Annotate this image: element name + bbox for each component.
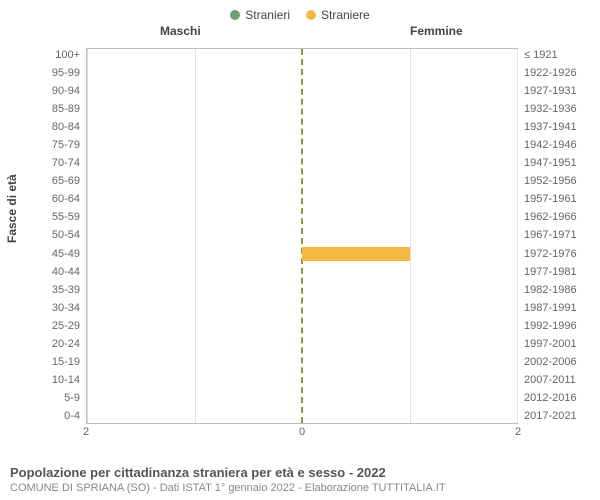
y-tick-right: 1992-1996	[524, 319, 586, 333]
y-tick-left: 40-44	[38, 265, 80, 279]
y-tick-right: 1997-2001	[524, 338, 586, 352]
gridline-vertical	[410, 49, 411, 423]
y-tick-left: 50-54	[38, 229, 80, 243]
y-tick-left: 0-4	[38, 410, 80, 424]
y-tick-right: 1977-1981	[524, 265, 586, 279]
legend-swatch-straniere	[306, 10, 316, 20]
chart-footer: Popolazione per cittadinanza straniera p…	[10, 465, 590, 494]
legend-item-straniere: Straniere	[306, 8, 370, 22]
gridline-vertical	[195, 49, 196, 423]
chart-subtitle: COMUNE DI SPRIANA (SO) - Dati ISTAT 1° g…	[10, 482, 590, 494]
chart-grid	[86, 48, 518, 424]
y-tick-left: 20-24	[38, 338, 80, 352]
legend: Stranieri Straniere	[10, 8, 590, 22]
y-tick-left: 95-99	[38, 66, 80, 80]
y-tick-right: 2007-2011	[524, 374, 586, 388]
y-tick-right: 2017-2021	[524, 410, 586, 424]
x-tick: 0	[299, 426, 305, 438]
x-tick: 2	[515, 426, 521, 438]
y-tick-left: 60-64	[38, 193, 80, 207]
y-tick-left: 75-79	[38, 138, 80, 152]
chart-title: Popolazione per cittadinanza straniera p…	[10, 465, 590, 480]
col-header-right: Femmine	[410, 24, 463, 38]
y-tick-left: 100+	[38, 48, 80, 62]
y-axis-right-ticks: ≤ 1921 1922-1926 1927-1931 1932-1936 1937-19…	[524, 48, 586, 424]
x-axis-ticks: 2 0 2	[86, 426, 518, 442]
y-tick-right: ≤ 1921	[524, 48, 586, 62]
center-divider	[301, 49, 303, 423]
y-tick-left: 70-74	[38, 157, 80, 171]
gridline-vertical	[87, 49, 88, 423]
y-tick-right: 1987-1991	[524, 301, 586, 315]
y-tick-left: 45-49	[38, 247, 80, 261]
legend-swatch-stranieri	[230, 10, 240, 20]
x-tick: 2	[83, 426, 89, 438]
y-tick-right: 1922-1926	[524, 66, 586, 80]
y-tick-right: 1962-1966	[524, 211, 586, 225]
y-tick-right: 2002-2006	[524, 356, 586, 370]
y-tick-left: 10-14	[38, 374, 80, 388]
y-axis-left-title: Fasce di età	[5, 174, 19, 243]
y-tick-right: 1957-1961	[524, 193, 586, 207]
y-tick-left: 5-9	[38, 392, 80, 406]
y-tick-right: 1927-1931	[524, 84, 586, 98]
y-tick-right: 1982-1986	[524, 283, 586, 297]
y-tick-left: 90-94	[38, 84, 80, 98]
y-tick-left: 30-34	[38, 301, 80, 315]
y-tick-right: 1937-1941	[524, 120, 586, 134]
y-tick-left: 55-59	[38, 211, 80, 225]
y-axis-left-ticks: 100+ 95-99 90-94 85-89 80-84 75-79 70-74 65-69 6…	[38, 48, 80, 424]
gridline-vertical	[517, 49, 518, 423]
y-tick-left: 15-19	[38, 356, 80, 370]
plot-area: Fasce di età Anni di nascita 100+95-9990…	[10, 44, 590, 442]
y-tick-right: 1952-1956	[524, 175, 586, 189]
column-headers: Maschi Femmine	[10, 24, 590, 42]
legend-label: Stranieri	[245, 8, 290, 22]
col-header-left: Maschi	[160, 24, 201, 38]
y-tick-left: 35-39	[38, 283, 80, 297]
y-tick-right: 1967-1971	[524, 229, 586, 243]
chart-container: Stranieri Straniere Maschi Femmine Fasce…	[0, 0, 600, 500]
legend-label: Straniere	[321, 8, 370, 22]
y-tick-left: 65-69	[38, 175, 80, 189]
y-tick-right: 1947-1951	[524, 157, 586, 171]
y-tick-right: 1932-1936	[524, 102, 586, 116]
y-tick-right: 2012-2016	[524, 392, 586, 406]
y-tick-left: 85-89	[38, 102, 80, 116]
legend-item-stranieri: Stranieri	[230, 8, 290, 22]
y-tick-left: 80-84	[38, 120, 80, 134]
y-tick-right: 1972-1976	[524, 247, 586, 261]
y-tick-left: 25-29	[38, 319, 80, 333]
pyramid-bar	[302, 247, 410, 261]
y-tick-right: 1942-1946	[524, 138, 586, 152]
